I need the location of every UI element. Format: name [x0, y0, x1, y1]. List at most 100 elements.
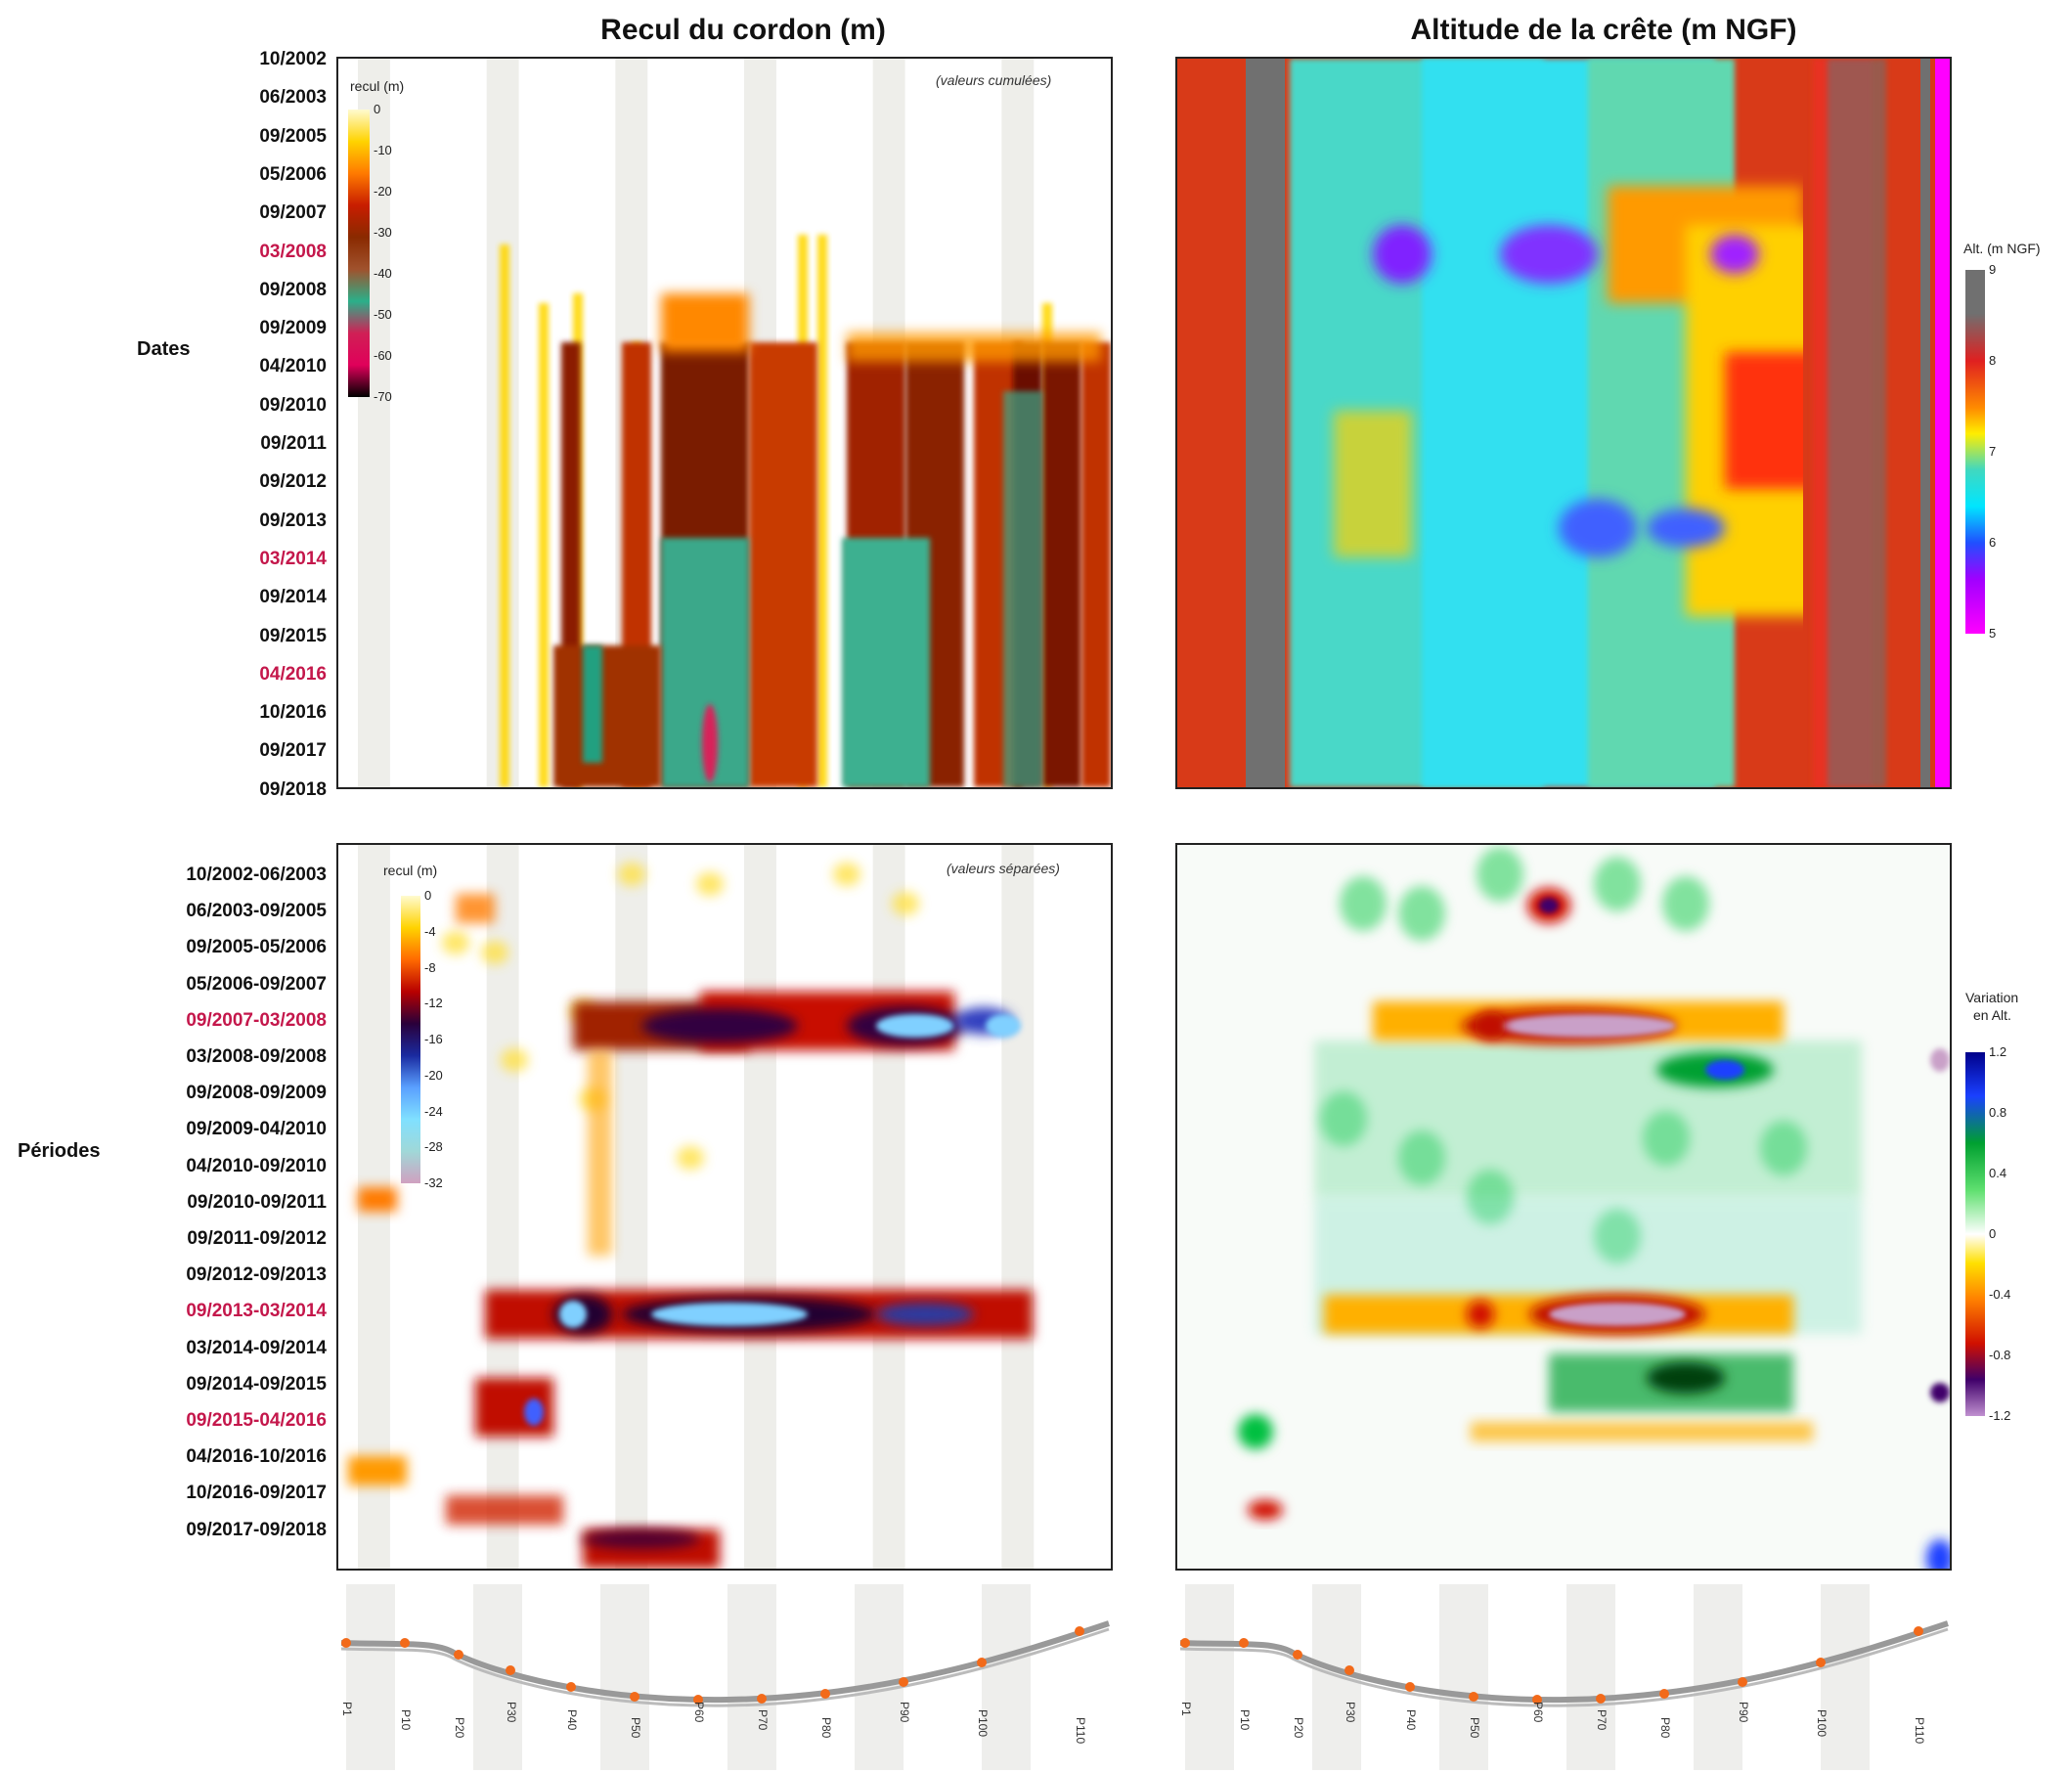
profile-label: P70: [756, 1709, 770, 1731]
colorbar-tick: -0.8: [1989, 1348, 2011, 1362]
period-label: 03/2008-09/2008: [186, 1046, 327, 1067]
date-label: 03/2008: [259, 241, 327, 262]
colorbar-recul-separe: [401, 896, 420, 1183]
profile-label: P50: [629, 1717, 642, 1739]
date-label: 03/2014: [259, 548, 327, 569]
chart-title-recul: Recul du cordon (m): [600, 14, 886, 46]
profile-label: P100: [976, 1709, 990, 1738]
date-label: 09/2013: [259, 509, 327, 531]
period-label: 09/2008-09/2009: [186, 1083, 327, 1104]
period-label: 09/2010-09/2011: [187, 1191, 327, 1213]
period-label: 04/2016-10/2016: [186, 1446, 327, 1468]
profile-label: P20: [453, 1717, 466, 1739]
period-label: 09/2012-09/2013: [186, 1264, 327, 1286]
heatmap-variation-altitude: [1175, 843, 1952, 1571]
profile-label: P40: [565, 1709, 579, 1731]
colorbar-tick: -12: [424, 996, 443, 1011]
colorbar-tick: -60: [374, 348, 392, 363]
note-valeurs-separees: (valeurs séparées): [947, 861, 1060, 876]
profile-label: P110: [1074, 1717, 1087, 1745]
colorbar-tick: -28: [424, 1139, 443, 1155]
colorbar-recul-title: recul (m): [350, 78, 405, 94]
date-label: 09/2012: [259, 471, 327, 493]
colorbar-tick: -1.2: [1989, 1408, 2011, 1423]
profile-label: P80: [819, 1717, 833, 1739]
date-label: 09/2018: [259, 778, 327, 800]
heatmap-altitude-crete: [1175, 57, 1952, 789]
period-label: 09/2017-09/2018: [186, 1519, 327, 1540]
date-label: 09/2011: [260, 433, 327, 454]
profile-label: P1: [340, 1702, 354, 1716]
profile-label: P60: [692, 1702, 706, 1723]
colorbar-tick: -24: [424, 1103, 443, 1119]
colorbar-tick: -16: [424, 1032, 443, 1046]
colorbar-tick: 0.4: [1989, 1166, 2007, 1180]
date-label: 04/2016: [259, 663, 327, 685]
colorbar-tick: -32: [424, 1175, 443, 1190]
colorbar-recul-separe-title: recul (m): [383, 863, 438, 878]
note-valeurs-cumulees: (valeurs cumulées): [936, 72, 1052, 88]
ylabel-dates: Dates: [137, 338, 191, 360]
colorbar-tick: 7: [1989, 444, 1997, 459]
colorbar-tick: -50: [374, 307, 392, 322]
colorbar-tick: 9: [1989, 262, 1997, 277]
colorbar-altitude-title: Alt. (m NGF): [1963, 241, 2041, 256]
colorbar-tick: -20: [374, 184, 392, 199]
period-label: 09/2007-03/2008: [186, 1009, 327, 1031]
date-label: 04/2010: [259, 356, 327, 377]
colorbar-tick: -30: [374, 225, 392, 240]
date-label: 09/2010: [259, 394, 327, 416]
period-label: 03/2014-09/2014: [186, 1337, 327, 1358]
colorbar-tick: -4: [424, 923, 436, 939]
heatmap-recul-separe: [336, 843, 1113, 1571]
date-label: 09/2014: [259, 587, 327, 608]
colorbar-tick: 8: [1989, 353, 1997, 368]
ylabel-periodes: Périodes: [18, 1140, 101, 1162]
heatmap-recul-cumule: [336, 57, 1113, 789]
profile-label: P30: [1344, 1702, 1357, 1723]
colorbar-tick: 6: [1989, 535, 1997, 550]
date-label: 10/2002: [259, 49, 327, 69]
chart-title-altitude: Altitude de la crête (m NGF): [1410, 14, 1797, 46]
profile-label: P1: [1179, 1702, 1193, 1716]
colorbar-variation-title-2: en Alt.: [1973, 1007, 2011, 1023]
date-label: 05/2006: [259, 163, 327, 185]
date-label: 09/2009: [259, 318, 327, 339]
profile-label: P10: [399, 1709, 413, 1731]
colorbar-tick: 0: [374, 102, 381, 116]
period-label: 09/2009-04/2010: [186, 1119, 327, 1140]
colorbar-tick: 1.2: [1989, 1044, 2007, 1059]
profile-label: P60: [1531, 1702, 1545, 1723]
coast-profile-right: [1179, 1584, 1949, 1770]
colorbar-tick: -40: [374, 266, 392, 281]
period-label: 09/2014-09/2015: [186, 1373, 327, 1395]
date-label: 06/2003: [259, 87, 327, 109]
profile-label: P80: [1658, 1717, 1672, 1739]
profile-label: P20: [1292, 1717, 1305, 1739]
profile-label: P90: [898, 1702, 911, 1723]
date-label: 09/2017: [259, 740, 327, 762]
colorbar-tick: -70: [374, 389, 392, 404]
profile-label: P70: [1595, 1709, 1609, 1731]
profile-label: P90: [1737, 1702, 1750, 1723]
period-label: 09/2013-03/2014: [186, 1301, 327, 1322]
colorbar-variation-title-1: Variation: [1965, 990, 2019, 1005]
colorbar-tick: 0: [1989, 1226, 1997, 1241]
period-label: 10/2016-09/2017: [186, 1483, 327, 1504]
colorbar-recul-cumule: [348, 110, 370, 397]
date-label: 09/2005: [259, 125, 327, 147]
period-label: 09/2015-04/2016: [186, 1410, 327, 1431]
date-label: 10/2016: [259, 702, 327, 724]
colorbar-tick: -0.4: [1989, 1287, 2011, 1302]
period-label: 05/2006-09/2007: [186, 973, 327, 995]
colorbar-tick: 5: [1989, 626, 1997, 641]
profile-label: P10: [1238, 1709, 1252, 1731]
colorbar-tick: -8: [424, 959, 436, 975]
date-label: 09/2015: [259, 625, 327, 646]
coast-profile-left: [340, 1584, 1110, 1770]
colorbar-tick: 0: [424, 888, 432, 903]
period-label: 06/2003-09/2005: [186, 901, 327, 922]
profile-label: P40: [1404, 1709, 1418, 1731]
profile-label: P50: [1468, 1717, 1481, 1739]
profile-label: P100: [1815, 1709, 1829, 1738]
